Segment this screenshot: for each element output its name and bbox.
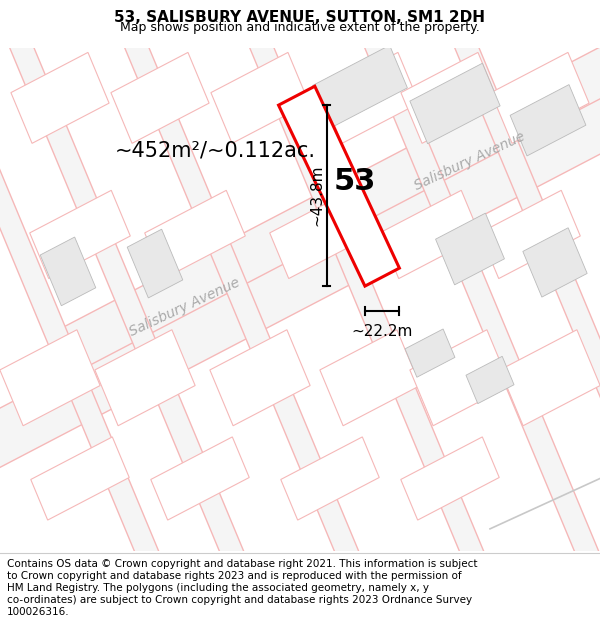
Polygon shape [380, 191, 480, 279]
Polygon shape [410, 63, 500, 144]
Polygon shape [281, 437, 379, 520]
Polygon shape [40, 237, 96, 306]
Polygon shape [510, 84, 586, 156]
Text: ~452m²/~0.112ac.: ~452m²/~0.112ac. [115, 141, 316, 161]
Polygon shape [401, 52, 499, 143]
Polygon shape [523, 228, 587, 297]
Text: ~22.2m: ~22.2m [352, 324, 413, 339]
Polygon shape [410, 330, 510, 426]
Polygon shape [491, 52, 589, 143]
Polygon shape [211, 52, 309, 143]
Polygon shape [500, 330, 600, 426]
Polygon shape [321, 52, 419, 143]
Polygon shape [30, 191, 130, 279]
Polygon shape [0, 0, 273, 625]
Polygon shape [270, 191, 370, 279]
Polygon shape [197, 0, 513, 625]
Polygon shape [278, 86, 400, 286]
Polygon shape [72, 0, 388, 625]
Text: to Crown copyright and database rights 2023 and is reproduced with the permissio: to Crown copyright and database rights 2… [7, 571, 462, 581]
Polygon shape [466, 356, 514, 404]
Polygon shape [111, 52, 209, 143]
Polygon shape [312, 0, 600, 625]
Text: 53, SALISBURY AVENUE, SUTTON, SM1 2DH: 53, SALISBURY AVENUE, SUTTON, SM1 2DH [115, 9, 485, 24]
Polygon shape [320, 330, 420, 426]
Text: 100026316.: 100026316. [7, 608, 70, 618]
Polygon shape [210, 330, 310, 426]
Text: Salisbury Avenue: Salisbury Avenue [127, 276, 242, 339]
Polygon shape [313, 45, 407, 128]
Polygon shape [402, 0, 600, 625]
Polygon shape [95, 330, 195, 426]
Text: Map shows position and indicative extent of the property.: Map shows position and indicative extent… [120, 21, 480, 34]
Polygon shape [151, 437, 249, 520]
Polygon shape [59, 0, 600, 372]
Polygon shape [405, 329, 455, 378]
Polygon shape [127, 229, 183, 298]
Polygon shape [31, 437, 129, 520]
Polygon shape [0, 0, 188, 625]
Text: Contains OS data © Crown copyright and database right 2021. This information is : Contains OS data © Crown copyright and d… [7, 559, 478, 569]
Polygon shape [480, 191, 580, 279]
Polygon shape [0, 330, 100, 426]
Polygon shape [401, 437, 499, 520]
Text: HM Land Registry. The polygons (including the associated geometry, namely x, y: HM Land Registry. The polygons (includin… [7, 583, 429, 593]
Text: co-ordinates) are subject to Crown copyright and database rights 2023 Ordnance S: co-ordinates) are subject to Crown copyr… [7, 595, 472, 605]
Polygon shape [145, 191, 245, 279]
Polygon shape [11, 52, 109, 143]
Text: 53: 53 [334, 168, 376, 196]
Polygon shape [436, 213, 505, 285]
Text: Salisbury Avenue: Salisbury Avenue [412, 130, 527, 194]
Text: ~43.8m: ~43.8m [310, 165, 325, 226]
Polygon shape [0, 94, 600, 521]
